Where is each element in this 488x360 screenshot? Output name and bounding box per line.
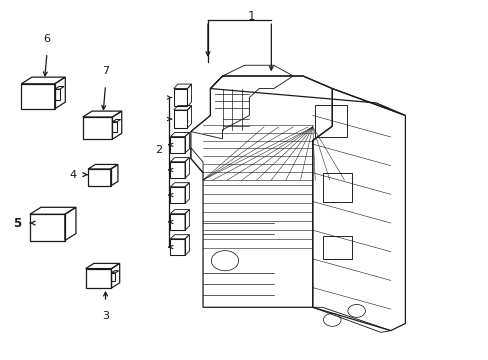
Text: 6: 6 bbox=[43, 34, 50, 44]
Text: 3: 3 bbox=[102, 311, 109, 321]
Bar bbox=[315, 105, 346, 137]
Text: 4: 4 bbox=[69, 170, 76, 180]
Text: 2: 2 bbox=[155, 144, 162, 154]
Text: 1: 1 bbox=[247, 10, 255, 23]
Bar bbox=[322, 235, 351, 259]
Bar bbox=[322, 173, 351, 202]
Text: 7: 7 bbox=[102, 66, 109, 76]
Text: 5: 5 bbox=[13, 216, 21, 230]
